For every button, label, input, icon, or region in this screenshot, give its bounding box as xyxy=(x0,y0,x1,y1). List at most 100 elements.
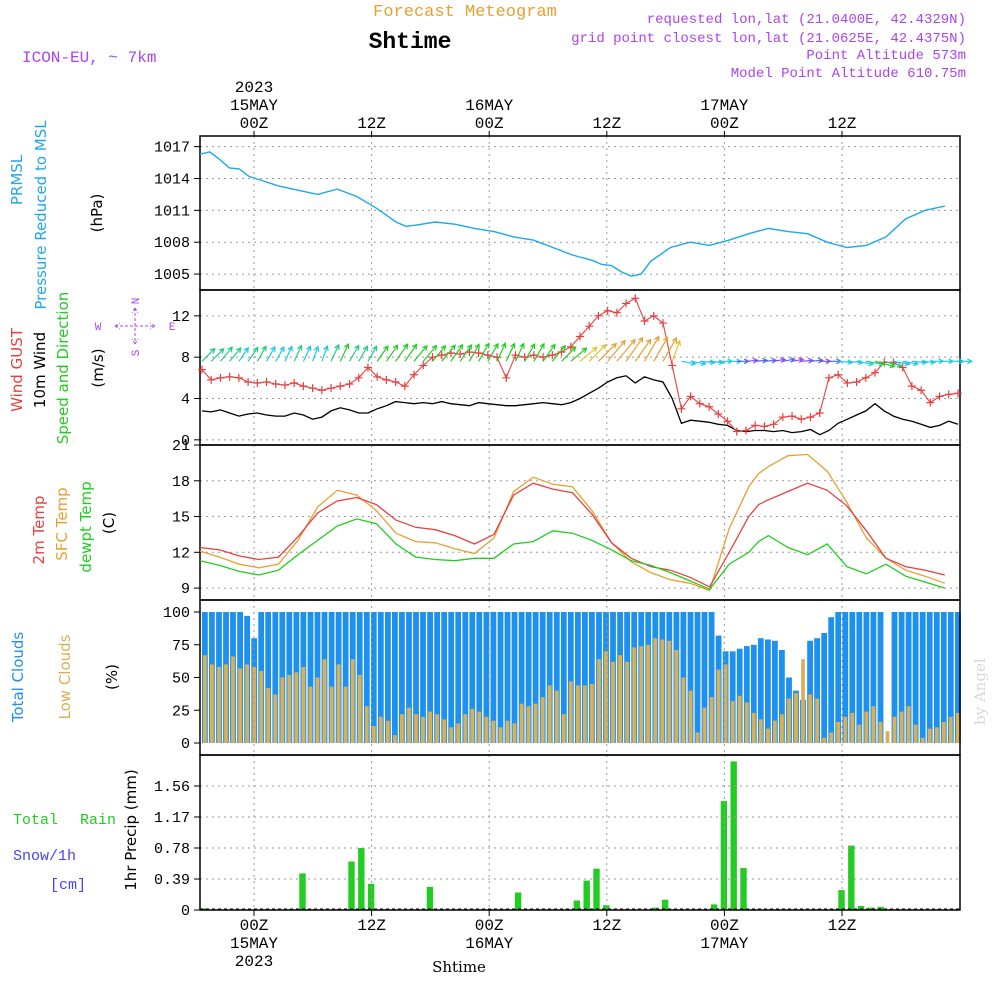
gust-marker xyxy=(216,373,225,382)
wind-direction-arrow xyxy=(884,360,903,368)
total-cloud-bar xyxy=(406,612,412,743)
low-cloud-bar xyxy=(850,712,855,743)
wind-direction-arrow xyxy=(404,343,418,362)
low-cloud-bar xyxy=(604,651,608,743)
wind-direction-arrow xyxy=(634,338,652,362)
low-cloud-bar xyxy=(308,686,313,743)
bottom-time-label: 12Z xyxy=(828,917,857,935)
bottom-time-label: 2023 xyxy=(235,953,273,971)
bottom-time-label: 15MAY xyxy=(230,935,278,953)
low-cloud-bar xyxy=(280,677,285,743)
gust-marker xyxy=(631,294,640,303)
total-cloud-bar xyxy=(750,644,757,744)
compass-north: N xyxy=(131,298,143,305)
y-tick-label: 0.39 xyxy=(154,872,190,889)
rain-bar xyxy=(867,907,875,910)
bottom-location-label: Shtime xyxy=(432,958,486,976)
y-tick-label: 75 xyxy=(172,638,190,655)
bottom-time-label: 17MAY xyxy=(700,935,748,953)
compass-arrows xyxy=(114,307,156,345)
gust-marker xyxy=(299,382,308,391)
rain-bar xyxy=(848,845,855,910)
total-cloud-bar xyxy=(413,612,419,743)
rain-bar xyxy=(514,892,522,910)
total-cloud-bar xyxy=(912,612,919,743)
top-time-label: 00Z xyxy=(710,115,739,133)
low-cloud-bar xyxy=(273,694,278,743)
total-cloud-bar xyxy=(708,612,715,743)
compass-west: W xyxy=(95,322,102,334)
low-cloud-bar xyxy=(315,677,320,743)
total-cloud-bar xyxy=(511,612,518,743)
low-cloud-bar xyxy=(913,724,918,743)
total-cloud-bar xyxy=(427,612,433,743)
rain-bar xyxy=(299,873,306,910)
gust-marker xyxy=(502,373,511,382)
cloud-bars xyxy=(202,612,961,744)
low-cloud-bar xyxy=(766,728,770,743)
low-cloud-bar xyxy=(252,667,257,743)
wind-direction-arrow xyxy=(773,357,787,363)
low-cloud-bar xyxy=(920,737,925,743)
panel-side-label: PRMSL xyxy=(8,154,26,205)
y-tick-label: 1017 xyxy=(154,140,190,157)
low-cloud-bar xyxy=(266,688,271,743)
panel-side-label: Wind GUST xyxy=(8,327,26,412)
low-cloud-bar xyxy=(463,714,468,743)
total-cloud-bar xyxy=(779,650,785,743)
bottom-time-label: 00Z xyxy=(240,917,269,935)
wind-direction-arrow xyxy=(810,357,824,364)
gust-marker xyxy=(207,375,216,384)
total-cloud-bar xyxy=(377,612,384,743)
gust-marker xyxy=(456,350,465,359)
wind-direction-arrow xyxy=(542,343,556,362)
total-cloud-bar xyxy=(828,617,835,743)
low-cloud-bar xyxy=(829,732,834,743)
low-cloud-bar xyxy=(815,698,819,743)
total-cloud-bar xyxy=(898,612,905,743)
low-cloud-bar xyxy=(343,686,348,743)
gust-marker xyxy=(686,392,695,401)
wind-direction-arrow xyxy=(874,360,896,369)
y-tick-label: 25 xyxy=(172,703,190,720)
wind-direction-arrow xyxy=(958,358,974,365)
wind-direction-arrow xyxy=(422,344,438,362)
rain-bar xyxy=(710,904,718,910)
panel-side-label: Speed and Direction xyxy=(54,292,72,445)
gust-marker xyxy=(483,351,492,360)
low-cloud-bar xyxy=(561,714,566,743)
wind-direction-arrow xyxy=(625,336,644,362)
gust-marker xyxy=(594,311,603,320)
clouds-panel: 0 25 50 75 100 Total Clouds Low Clouds (%) xyxy=(9,599,961,756)
bottom-time-label: 12Z xyxy=(357,917,386,935)
gust-marker xyxy=(373,372,382,381)
gust-marker xyxy=(244,377,253,386)
gust-marker xyxy=(778,413,787,422)
panel-ylabel: (hPa) xyxy=(88,194,106,233)
low-cloud-bar xyxy=(716,669,721,743)
low-cloud-bar xyxy=(808,694,812,743)
total-cloud-bar xyxy=(589,612,595,743)
low-cloud-bar xyxy=(350,659,355,743)
gust-marker xyxy=(410,370,419,379)
gust-marker xyxy=(234,373,243,382)
panel-side-label: dewpt Temp xyxy=(77,481,95,572)
low-cloud-bar xyxy=(364,706,369,743)
low-cloud-bar xyxy=(597,659,601,743)
low-cloud-bar xyxy=(723,664,728,743)
total-cloud-bar xyxy=(701,612,708,743)
y-tick-label: 12 xyxy=(172,309,190,326)
panel-ylabel: (C) xyxy=(100,512,118,534)
gust-marker xyxy=(769,420,778,429)
wind-direction-arrow xyxy=(755,357,769,364)
low-cloud-bar xyxy=(871,706,876,743)
wind-direction-arrow xyxy=(468,343,480,362)
wind-direction-arrow xyxy=(791,357,805,363)
rain-bar xyxy=(740,867,747,910)
gust-marker xyxy=(198,365,206,374)
low-cloud-bar xyxy=(301,667,306,743)
rain-bar xyxy=(730,761,737,910)
low-cloud-bar xyxy=(744,702,749,743)
y-tick-label: 1014 xyxy=(154,171,190,188)
